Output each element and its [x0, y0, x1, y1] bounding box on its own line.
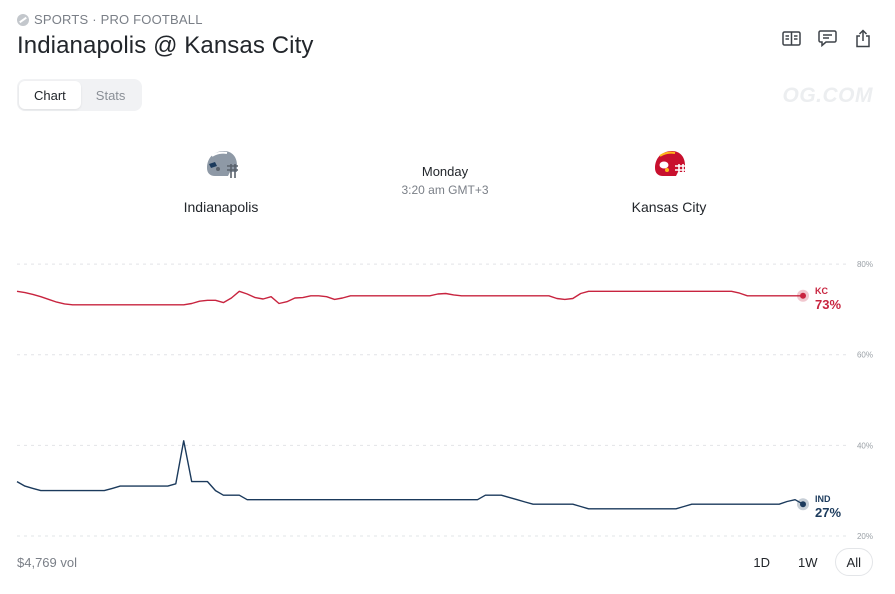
- range-1d[interactable]: 1D: [753, 554, 771, 570]
- page-title: Indianapolis @ Kansas City: [17, 32, 314, 59]
- y-tick-label: 60%: [857, 351, 873, 360]
- series-line-ind[interactable]: [16, 440, 804, 510]
- series-name-label: KC: [815, 286, 828, 296]
- range-all[interactable]: All: [834, 548, 873, 576]
- book-icon[interactable]: [781, 28, 801, 48]
- series-line-kc[interactable]: [16, 290, 803, 306]
- tab-stats[interactable]: Stats: [95, 87, 126, 103]
- indianapolis-helmet-icon: [207, 151, 238, 178]
- away-team[interactable]: Kansas City: [589, 148, 749, 215]
- series-name-label: IND: [815, 494, 831, 504]
- range-selector: 1D 1W All: [742, 548, 873, 576]
- kansas-city-helmet-icon: [655, 151, 686, 178]
- endpoint-marker-ind[interactable]: [800, 501, 806, 508]
- view-tabs: Chart Stats: [17, 79, 143, 111]
- share-icon[interactable]: [853, 28, 873, 48]
- game-info: Monday 3:20 am GMT+3: [370, 164, 520, 197]
- range-1w[interactable]: 1W: [798, 554, 818, 570]
- volume-label: $4,769 vol: [17, 555, 77, 570]
- watermark-logo: OG.COM: [782, 84, 873, 107]
- breadcrumb[interactable]: SPORTS · PRO FOOTBALL: [17, 12, 203, 27]
- comment-icon[interactable]: [817, 28, 837, 48]
- header-actions: [781, 28, 873, 48]
- y-tick-label: 40%: [857, 441, 873, 450]
- game-day: Monday: [421, 164, 469, 179]
- away-team-name: Kansas City: [631, 199, 707, 215]
- home-team[interactable]: Indianapolis: [141, 148, 301, 215]
- y-tick-label: 20%: [857, 532, 873, 541]
- game-time: 3:20 am GMT+3: [401, 183, 489, 197]
- football-icon: [17, 13, 29, 26]
- tab-chart[interactable]: Chart: [19, 81, 81, 109]
- home-team-name: Indianapolis: [183, 199, 259, 215]
- series-value-label: 73%: [815, 297, 841, 312]
- endpoint-marker-kc[interactable]: [800, 292, 806, 299]
- breadcrumb-text: SPORTS · PRO FOOTBALL: [34, 12, 203, 27]
- y-tick-label: 80%: [857, 260, 873, 269]
- series-value-label: 27%: [815, 505, 841, 520]
